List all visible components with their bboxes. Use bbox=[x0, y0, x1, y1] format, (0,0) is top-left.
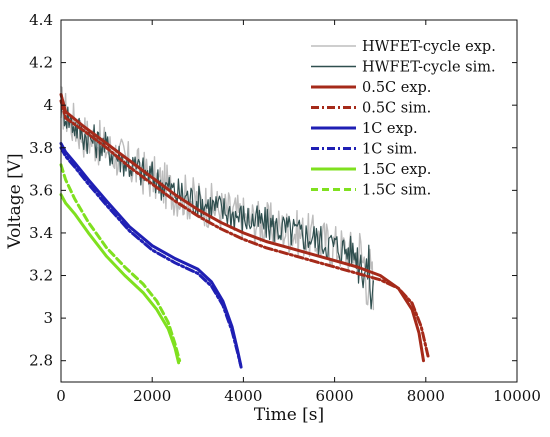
x-tick-label: 0 bbox=[56, 387, 66, 405]
series-line-3 bbox=[59, 99, 430, 358]
y-tick-label: 2.8 bbox=[29, 352, 53, 370]
axis-layer: 0 2000 4000 6000 8000 10000 2.8 3 3.2 3.4 3.6 3.8 4 4… bbox=[29, 11, 541, 405]
y-tick-label: 3 bbox=[43, 309, 53, 327]
y-tick-label: 3.4 bbox=[29, 224, 53, 242]
series-line-6 bbox=[59, 193, 181, 365]
legend-background bbox=[300, 33, 512, 201]
series-line-1 bbox=[60, 95, 374, 310]
series-line-4 bbox=[59, 142, 243, 367]
y-tick-label: 3.8 bbox=[29, 139, 53, 157]
y-tick-label: 4.2 bbox=[29, 54, 53, 72]
x-axis-title: Time [s] bbox=[254, 405, 324, 425]
y-tick-label: 3.6 bbox=[29, 181, 53, 199]
x-tick-label: 4000 bbox=[224, 387, 262, 405]
plot-frame bbox=[60, 19, 518, 383]
x-tick-label: 2000 bbox=[133, 387, 171, 405]
legend-label-4: 1C exp. bbox=[362, 121, 418, 137]
legend-label-5: 1C sim. bbox=[362, 142, 417, 158]
legend-label-1: HWFET-cycle sim. bbox=[362, 60, 496, 76]
y-tick-label: 3.2 bbox=[29, 267, 53, 285]
series-layer bbox=[59, 86, 430, 369]
series-line-7 bbox=[59, 163, 182, 363]
legend-label-0: HWFET-cycle exp. bbox=[362, 39, 496, 55]
x-tick-label: 6000 bbox=[316, 387, 354, 405]
legend: HWFET-cycle exp. HWFET-cycle sim. 0.5C exp… bbox=[300, 33, 512, 201]
legend-label-7: 1.5C sim. bbox=[362, 183, 431, 199]
legend-label-6: 1.5C exp. bbox=[362, 162, 431, 178]
y-tick-label: 4.4 bbox=[29, 11, 53, 29]
legend-label-2: 0.5C exp. bbox=[362, 80, 431, 96]
x-tick-label: 8000 bbox=[407, 387, 445, 405]
legend-label-3: 0.5C sim. bbox=[362, 101, 431, 117]
x-tick-label: 10000 bbox=[493, 387, 541, 405]
y-axis-title: Voltage [V] bbox=[5, 153, 25, 249]
series-line-0 bbox=[60, 86, 375, 311]
y-tick-label: 4 bbox=[43, 96, 53, 114]
series-line-5 bbox=[59, 146, 243, 369]
